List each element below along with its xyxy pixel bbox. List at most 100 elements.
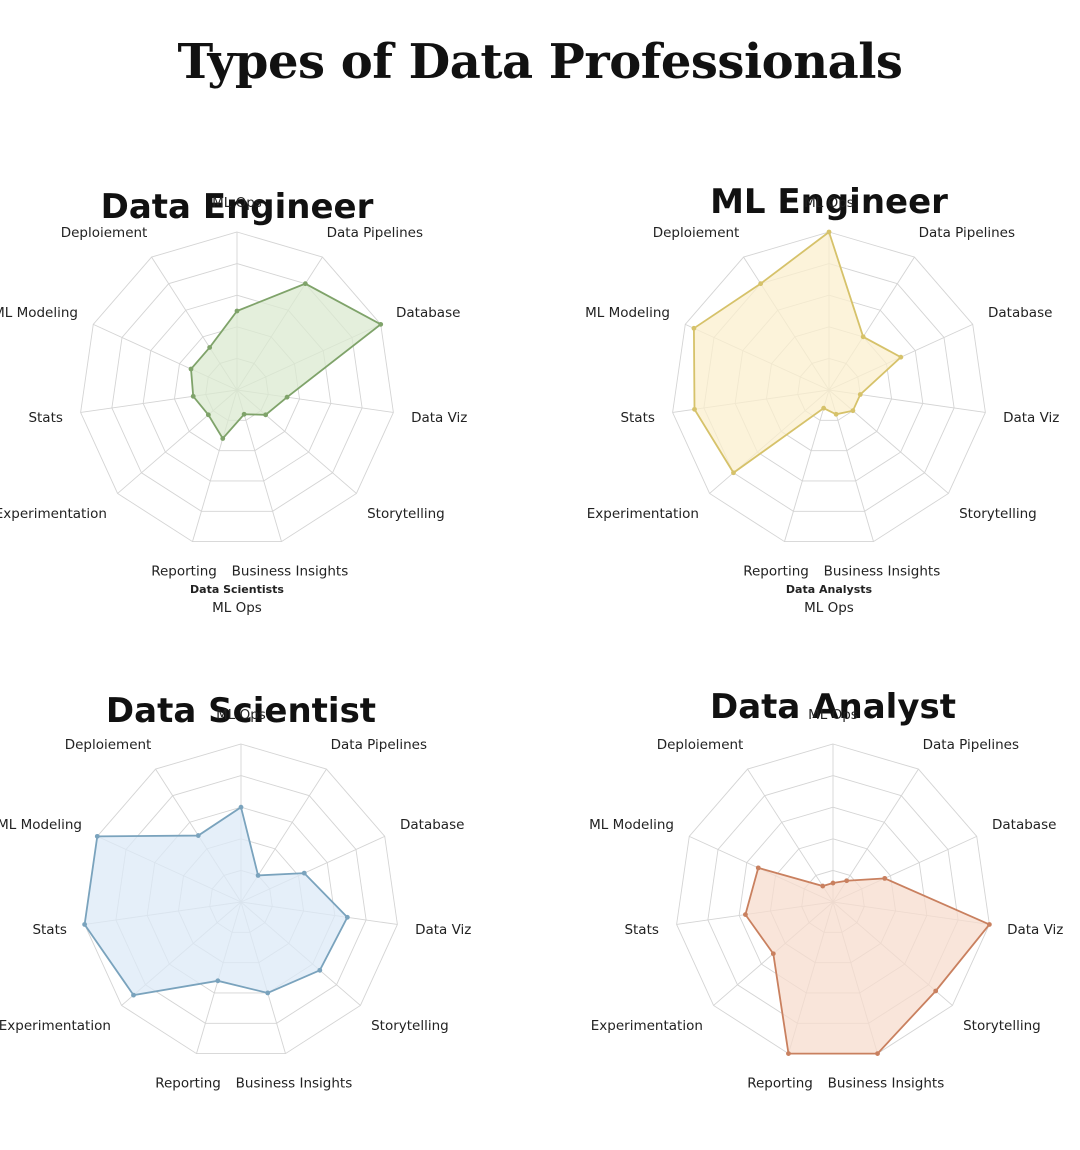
data-point-data-pipelines — [255, 873, 261, 878]
axis-label-ml-ops: ML Ops — [212, 195, 262, 211]
chart-title: ML Engineer — [710, 182, 948, 222]
data-point-database — [898, 354, 904, 360]
data-point-data-pipelines — [860, 334, 866, 340]
axis-label-deploiement: Deploiement — [61, 225, 148, 241]
axis-label-storytelling: Storytelling — [963, 1018, 1041, 1034]
axis-label-ml-modeling: ML Modeling — [585, 305, 670, 321]
data-point-storytelling — [933, 988, 939, 994]
axis-label-deploiement: Deploiement — [657, 737, 744, 753]
axis-label-data-viz: Data Viz — [1007, 922, 1063, 938]
grid-ring — [672, 231, 986, 543]
data-point-ml-modeling — [755, 865, 761, 871]
axis-label-storytelling: Storytelling — [959, 506, 1037, 522]
data-point-experimentation — [770, 951, 776, 957]
data-point-ml-modeling — [94, 833, 100, 839]
axis-label-data-pipelines: Data Pipelines — [919, 225, 1015, 241]
axis-label-reporting: Reporting — [155, 1075, 221, 1091]
grid-spoke — [747, 768, 834, 903]
axis-label-database: Database — [988, 305, 1052, 321]
data-point-storytelling — [263, 412, 269, 418]
chart-note-title: Data Analysts — [786, 583, 873, 596]
axis-label-ml-ops: ML Ops — [808, 707, 858, 723]
grid-ring — [84, 743, 398, 1055]
data-point-data-viz — [344, 914, 350, 920]
axis-label-deploiement: Deploiement — [65, 737, 152, 753]
axis-label-database: Database — [396, 305, 460, 321]
axis-label-deploiement: Deploiement — [653, 225, 740, 241]
axis-label-reporting: Reporting — [747, 1075, 813, 1091]
data-point-ml-ops — [238, 804, 244, 810]
grid-spoke — [784, 389, 830, 542]
axis-label-business-insights: Business Insights — [824, 563, 941, 579]
data-point-storytelling — [850, 408, 856, 414]
data-point-ml-ops — [234, 308, 240, 314]
data-point-database — [882, 875, 888, 881]
data-point-reporting — [821, 405, 827, 411]
data-point-stats — [82, 922, 88, 927]
axis-label-ml-ops: ML Ops — [804, 195, 854, 211]
data-point-experimentation — [131, 992, 136, 998]
data-point-experimentation — [205, 412, 211, 418]
axis-label-database: Database — [400, 817, 464, 833]
data-point-ml-ops — [826, 229, 832, 235]
data-point-reporting — [220, 436, 226, 441]
data-point-deploiement — [195, 833, 201, 838]
data-point-database — [301, 870, 307, 876]
data-point-business-insights — [241, 411, 247, 417]
axis-label-experimentation: Experimentation — [0, 506, 107, 522]
axis-label-stats: Stats — [28, 410, 62, 426]
data-point-reporting — [786, 1051, 791, 1056]
axis-label-storytelling: Storytelling — [367, 506, 445, 522]
axis-label-reporting: Reporting — [151, 563, 217, 579]
chart-note-subtitle: ML Ops — [212, 600, 262, 616]
data-point-data-pipelines — [302, 281, 308, 287]
data-point-experimentation — [731, 470, 736, 476]
data-point-stats — [190, 393, 196, 399]
page-title: Types of Data Professionals — [177, 34, 903, 90]
data-point-business-insights — [833, 411, 839, 417]
data-point-business-insights — [875, 1051, 880, 1056]
axis-label-experimentation: Experimentation — [587, 506, 699, 522]
data-point-deploiement — [758, 281, 764, 287]
axis-label-experimentation: Experimentation — [591, 1018, 703, 1034]
axis-label-database: Database — [992, 817, 1056, 833]
axis-label-data-viz: Data Viz — [415, 922, 471, 938]
axis-label-data-pipelines: Data Pipelines — [331, 737, 427, 753]
data-point-ml-modeling — [691, 325, 697, 331]
series-area — [190, 282, 383, 441]
data-point-stats — [692, 406, 697, 412]
axis-label-data-pipelines: Data Pipelines — [327, 225, 423, 241]
axis-label-business-insights: Business Insights — [232, 563, 349, 579]
axis-label-storytelling: Storytelling — [371, 1018, 449, 1034]
chart-note-title: Data Scientists — [190, 583, 284, 596]
data-point-stats — [743, 912, 748, 917]
axis-label-ml-ops: ML Ops — [216, 707, 266, 723]
data-point-storytelling — [317, 967, 323, 973]
data-point-data-viz — [857, 392, 863, 397]
axis-label-data-pipelines: Data Pipelines — [923, 737, 1019, 753]
axis-label-stats: Stats — [32, 922, 66, 938]
axis-label-reporting: Reporting — [743, 563, 809, 579]
axis-label-ml-modeling: ML Modeling — [0, 305, 78, 321]
chart-note-subtitle: ML Ops — [804, 600, 854, 616]
axis-label-business-insights: Business Insights — [828, 1075, 945, 1091]
axis-label-ml-modeling: ML Modeling — [0, 817, 82, 833]
data-point-data-viz — [284, 394, 290, 400]
chart-title: Data Engineer — [101, 187, 374, 227]
data-point-business-insights — [265, 990, 271, 996]
axis-label-stats: Stats — [624, 922, 658, 938]
data-point-ml-ops — [830, 880, 836, 886]
series-area — [692, 230, 903, 475]
axis-label-experimentation: Experimentation — [0, 1018, 111, 1034]
grid-ring — [80, 231, 394, 543]
series-area — [744, 866, 991, 1055]
chart-title: Data Scientist — [106, 691, 376, 731]
axis-label-business-insights: Business Insights — [236, 1075, 353, 1091]
data-point-data-pipelines — [844, 878, 850, 884]
data-point-reporting — [215, 978, 221, 984]
axis-label-data-viz: Data Viz — [1003, 410, 1059, 426]
